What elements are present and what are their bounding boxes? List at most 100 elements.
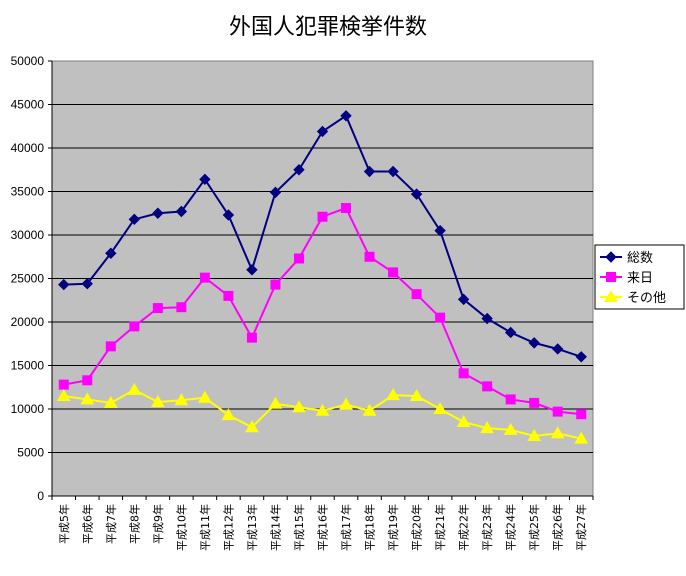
data-point-diamond — [175, 205, 188, 218]
data-point-diamond — [293, 164, 305, 176]
data-point-diamond — [457, 293, 470, 306]
data-point-square — [364, 251, 375, 262]
y-tick-label: 20000 — [11, 315, 45, 329]
data-point-square — [482, 381, 493, 392]
x-tick-label: 平成17年 — [339, 504, 353, 551]
data-point-square — [576, 409, 587, 420]
data-point-diamond — [528, 337, 540, 349]
data-point-triangle — [362, 403, 377, 416]
data-point-diamond — [58, 278, 70, 291]
series-group — [56, 110, 589, 444]
data-point-diamond — [363, 165, 376, 178]
x-tick-label: 平成14年 — [268, 504, 282, 551]
data-point-diamond — [105, 247, 117, 259]
y-tick-label: 5000 — [17, 446, 44, 460]
x-tick-label: 平成13年 — [245, 504, 259, 551]
data-point-triangle — [198, 390, 212, 403]
x-tick-label: 平成19年 — [386, 504, 400, 551]
y-tick-label: 10000 — [11, 402, 45, 416]
chart-title: 外国人犯罪検挙件数 — [229, 15, 427, 40]
data-point-square — [505, 394, 516, 405]
x-tick-label: 平成21年 — [433, 504, 447, 551]
data-point-square — [317, 211, 328, 222]
data-point-triangle — [80, 392, 95, 405]
x-tick-label: 平成24年 — [504, 504, 518, 551]
data-point-square — [223, 290, 234, 301]
legend-label: 総数 — [627, 251, 653, 266]
data-point-square — [293, 253, 304, 264]
x-tick-label: 平成11年 — [198, 504, 212, 551]
data-point-square — [82, 375, 93, 386]
data-point-triangle — [409, 388, 424, 401]
y-tick-label: 15000 — [11, 359, 45, 373]
data-point-square — [129, 321, 140, 332]
data-point-diamond — [246, 264, 258, 276]
data-point-diamond — [316, 125, 329, 138]
legend-label: その他 — [627, 291, 666, 306]
data-point-diamond — [199, 173, 211, 186]
data-point-square — [105, 341, 116, 352]
data-point-diamond — [481, 312, 493, 325]
data-point-triangle — [456, 415, 471, 428]
x-tick-label: 平成12年 — [221, 504, 235, 551]
data-point-triangle — [174, 393, 189, 406]
data-point-triangle — [150, 395, 165, 408]
data-point-triangle — [56, 388, 71, 401]
data-point-diamond — [340, 110, 352, 122]
data-point-square — [246, 332, 257, 343]
data-point-triangle — [245, 420, 259, 433]
data-point-triangle — [480, 421, 495, 434]
x-tick-label: 平成26年 — [551, 504, 565, 551]
x-tick-label: 平成15年 — [292, 504, 306, 551]
series — [56, 382, 589, 444]
data-point-triangle — [268, 396, 283, 409]
data-point-triangle — [574, 431, 589, 444]
x-tick-label: 平成20年 — [410, 504, 424, 551]
data-point-diamond — [81, 278, 93, 290]
data-point-diamond — [152, 207, 164, 219]
x-tick-label: 平成6年 — [80, 504, 94, 544]
data-point-triangle — [527, 428, 542, 441]
x-tick-label: 平成22年 — [457, 504, 471, 551]
x-tick-label: 平成8年 — [127, 504, 141, 544]
x-tick-label: 平成27年 — [574, 504, 588, 551]
data-point-triangle — [503, 422, 518, 435]
data-point-triangle — [292, 400, 306, 413]
x-tick-label: 平成5年 — [57, 504, 71, 544]
x-tick-label: 平成10年 — [174, 504, 188, 551]
x-tick-label: 平成18年 — [363, 504, 377, 551]
series — [58, 203, 587, 420]
data-point-triangle — [386, 388, 400, 401]
data-point-square — [458, 368, 469, 379]
x-tick-label: 平成25年 — [527, 504, 541, 551]
data-point-square — [270, 279, 281, 290]
data-point-square — [435, 312, 446, 323]
data-point-triangle — [221, 408, 236, 421]
y-tick-label: 45000 — [11, 98, 45, 112]
data-point-triangle — [433, 401, 447, 414]
data-point-diamond — [410, 188, 423, 200]
data-point-square — [411, 289, 422, 300]
y-tick-label: 30000 — [11, 228, 45, 242]
series — [58, 110, 587, 363]
data-point-triangle — [339, 397, 353, 410]
data-point-triangle — [604, 289, 618, 302]
data-point-square — [552, 406, 563, 417]
data-point-diamond — [575, 351, 587, 363]
gridlines — [52, 104, 593, 453]
axes: 0 5000 10000 15000 20000 25000 30000 35000 40000… — [11, 54, 594, 551]
x-tick-label: 平成23年 — [480, 504, 494, 551]
data-point-diamond — [222, 209, 235, 221]
data-point-diamond — [269, 186, 282, 199]
data-point-square — [152, 303, 163, 314]
y-tick-label: 25000 — [11, 272, 45, 286]
data-point-triangle — [550, 426, 565, 439]
data-point-square — [58, 379, 69, 390]
data-point-square — [388, 267, 399, 278]
data-point-square — [341, 203, 352, 214]
x-tick-label: 平成16年 — [316, 504, 330, 551]
data-point-square — [529, 397, 540, 408]
data-point-triangle — [103, 395, 118, 408]
legend-label: 来日 — [627, 271, 653, 286]
